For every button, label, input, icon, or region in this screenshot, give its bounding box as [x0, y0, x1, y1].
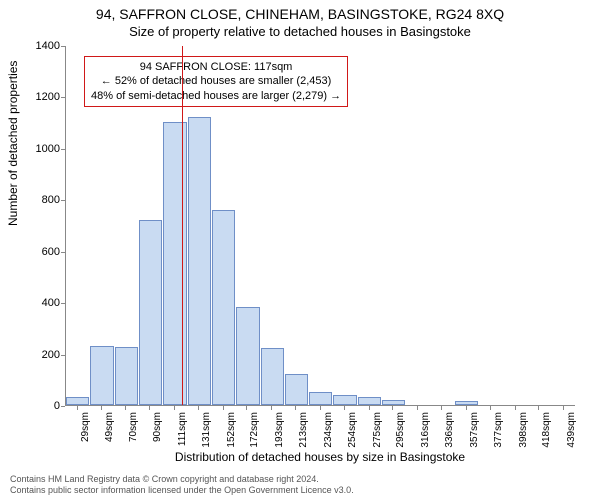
histogram-bar — [358, 397, 381, 405]
y-tick-label: 200 — [20, 349, 60, 361]
y-tick-mark — [61, 149, 65, 150]
x-tick-label: 418sqm — [541, 412, 552, 448]
x-tick-label: 29sqm — [80, 412, 91, 442]
y-tick-mark — [61, 200, 65, 201]
x-tick-label: 398sqm — [518, 412, 529, 448]
histogram-bar — [309, 392, 332, 405]
y-tick-label: 1400 — [20, 40, 60, 52]
histogram-plot: 94 SAFFRON CLOSE: 117sqm ← 52% of detach… — [65, 46, 575, 406]
histogram-bar — [139, 220, 162, 405]
histogram-bar — [236, 307, 259, 405]
histogram-bar — [115, 347, 138, 405]
x-tick-mark — [223, 406, 224, 410]
x-tick-mark — [198, 406, 199, 410]
y-tick-label: 800 — [20, 194, 60, 206]
histogram-bar — [188, 117, 211, 405]
x-tick-mark — [344, 406, 345, 410]
x-tick-label: 90sqm — [152, 412, 163, 442]
histogram-bar — [285, 374, 308, 405]
x-tick-label: 131sqm — [201, 412, 212, 448]
x-tick-mark — [174, 406, 175, 410]
y-tick-mark — [61, 355, 65, 356]
x-tick-mark — [392, 406, 393, 410]
x-tick-label: 172sqm — [249, 412, 260, 448]
x-tick-label: 213sqm — [298, 412, 309, 448]
x-tick-mark — [515, 406, 516, 410]
x-tick-mark — [320, 406, 321, 410]
x-tick-label: 316sqm — [420, 412, 431, 448]
x-tick-label: 193sqm — [274, 412, 285, 448]
x-tick-mark — [538, 406, 539, 410]
annotation-line-2: ← 52% of detached houses are smaller (2,… — [91, 74, 341, 88]
x-tick-label: 70sqm — [128, 412, 139, 442]
x-tick-label: 377sqm — [493, 412, 504, 448]
x-tick-label: 49sqm — [104, 412, 115, 442]
x-tick-mark — [441, 406, 442, 410]
x-tick-label: 111sqm — [177, 412, 188, 446]
y-tick-label: 1000 — [20, 143, 60, 155]
x-tick-mark — [101, 406, 102, 410]
annotation-box: 94 SAFFRON CLOSE: 117sqm ← 52% of detach… — [84, 56, 348, 107]
histogram-bar — [66, 397, 89, 405]
x-tick-label: 295sqm — [395, 412, 406, 448]
x-tick-mark — [246, 406, 247, 410]
annotation-line-3: 48% of semi-detached houses are larger (… — [91, 89, 341, 103]
y-axis-label: Number of detached properties — [6, 61, 20, 226]
x-tick-label: 254sqm — [347, 412, 358, 448]
histogram-bar — [212, 210, 235, 405]
y-tick-mark — [61, 303, 65, 304]
histogram-bar — [382, 400, 405, 405]
x-tick-label: 152sqm — [226, 412, 237, 448]
x-tick-mark — [563, 406, 564, 410]
y-tick-label: 0 — [20, 400, 60, 412]
x-tick-mark — [295, 406, 296, 410]
x-tick-mark — [125, 406, 126, 410]
x-tick-mark — [77, 406, 78, 410]
x-tick-mark — [271, 406, 272, 410]
property-marker-line — [182, 46, 183, 405]
histogram-bar — [333, 395, 356, 405]
footer-attribution: Contains HM Land Registry data © Crown c… — [10, 474, 354, 496]
histogram-bar — [455, 401, 478, 405]
footer-line-1: Contains HM Land Registry data © Crown c… — [10, 474, 354, 485]
x-tick-mark — [466, 406, 467, 410]
histogram-bar — [261, 348, 284, 405]
x-tick-mark — [149, 406, 150, 410]
x-tick-label: 357sqm — [469, 412, 480, 448]
y-tick-mark — [61, 252, 65, 253]
x-tick-mark — [490, 406, 491, 410]
x-tick-label: 336sqm — [444, 412, 455, 448]
title-line-2: Size of property relative to detached ho… — [0, 24, 600, 39]
y-tick-mark — [61, 406, 65, 407]
title-line-1: 94, SAFFRON CLOSE, CHINEHAM, BASINGSTOKE… — [0, 6, 600, 22]
x-tick-mark — [369, 406, 370, 410]
y-tick-mark — [61, 46, 65, 47]
x-tick-label: 439sqm — [566, 412, 577, 448]
x-tick-label: 275sqm — [372, 412, 383, 448]
y-tick-label: 1200 — [20, 91, 60, 103]
y-tick-label: 400 — [20, 297, 60, 309]
x-tick-label: 234sqm — [323, 412, 334, 448]
x-tick-mark — [417, 406, 418, 410]
histogram-bar — [90, 346, 113, 405]
y-tick-label: 600 — [20, 246, 60, 258]
y-tick-mark — [61, 97, 65, 98]
footer-line-2: Contains public sector information licen… — [10, 485, 354, 496]
x-axis-label: Distribution of detached houses by size … — [65, 450, 575, 464]
annotation-line-1: 94 SAFFRON CLOSE: 117sqm — [91, 60, 341, 74]
